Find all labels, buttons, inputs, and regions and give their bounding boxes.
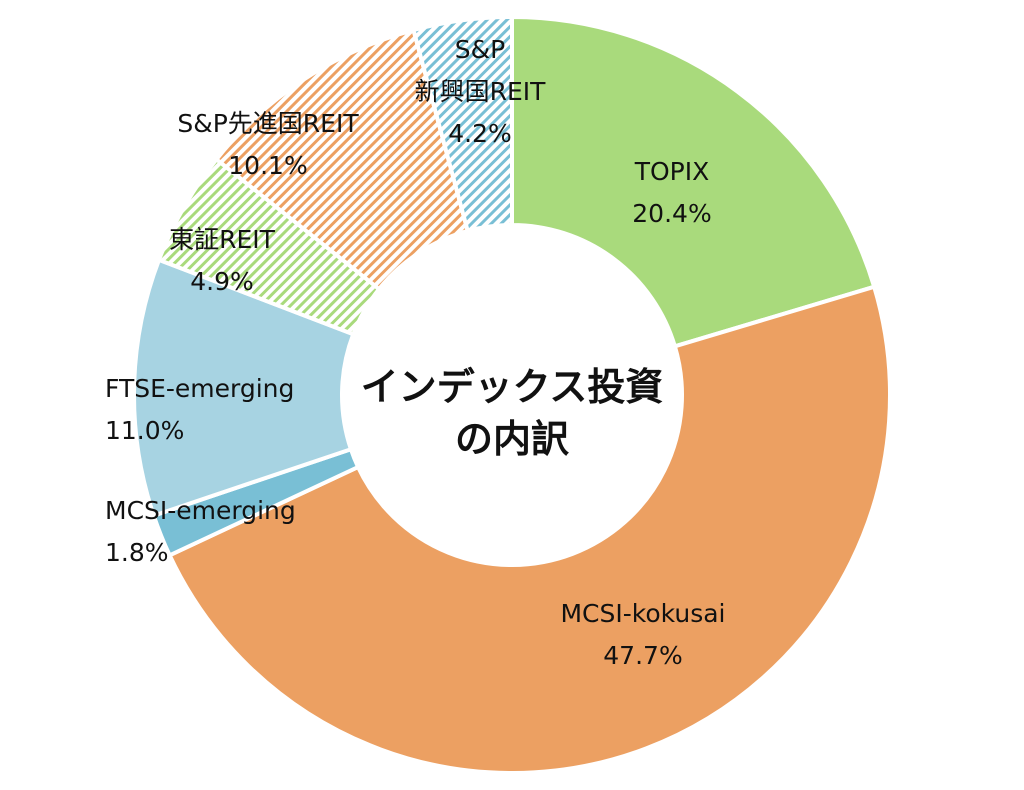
slice-6 xyxy=(411,14,514,234)
slice-label-5: S&P先進国REIT 10.1% xyxy=(177,109,359,180)
slice-label-2: MCSI-emerging 1.8% xyxy=(105,496,296,567)
slice-3 xyxy=(132,257,356,519)
center-title: インデックス投資 の内訳 xyxy=(361,365,664,461)
slice-label-1: MCSI-kokusai 47.7% xyxy=(560,599,725,670)
slice-label-4: 東証REIT 4.9% xyxy=(169,225,276,296)
labels-group: TOPIX 20.4% MCSI-kokusai 47.7% MCSI-emerging… xyxy=(105,35,726,670)
slice-label-6: S&P 新興国REIT 4.2% xyxy=(415,35,547,148)
center-title-line-1: インデックス投資 xyxy=(361,365,664,409)
slices-group xyxy=(132,14,892,775)
slice-0 xyxy=(510,14,877,349)
slice-5 xyxy=(213,27,471,292)
slice-label-3: FTSE-emerging 11.0% xyxy=(105,374,294,445)
center-title-line-2: の内訳 xyxy=(455,417,569,461)
slice-label-0: TOPIX 20.4% xyxy=(632,157,711,228)
slice-1 xyxy=(166,284,892,775)
